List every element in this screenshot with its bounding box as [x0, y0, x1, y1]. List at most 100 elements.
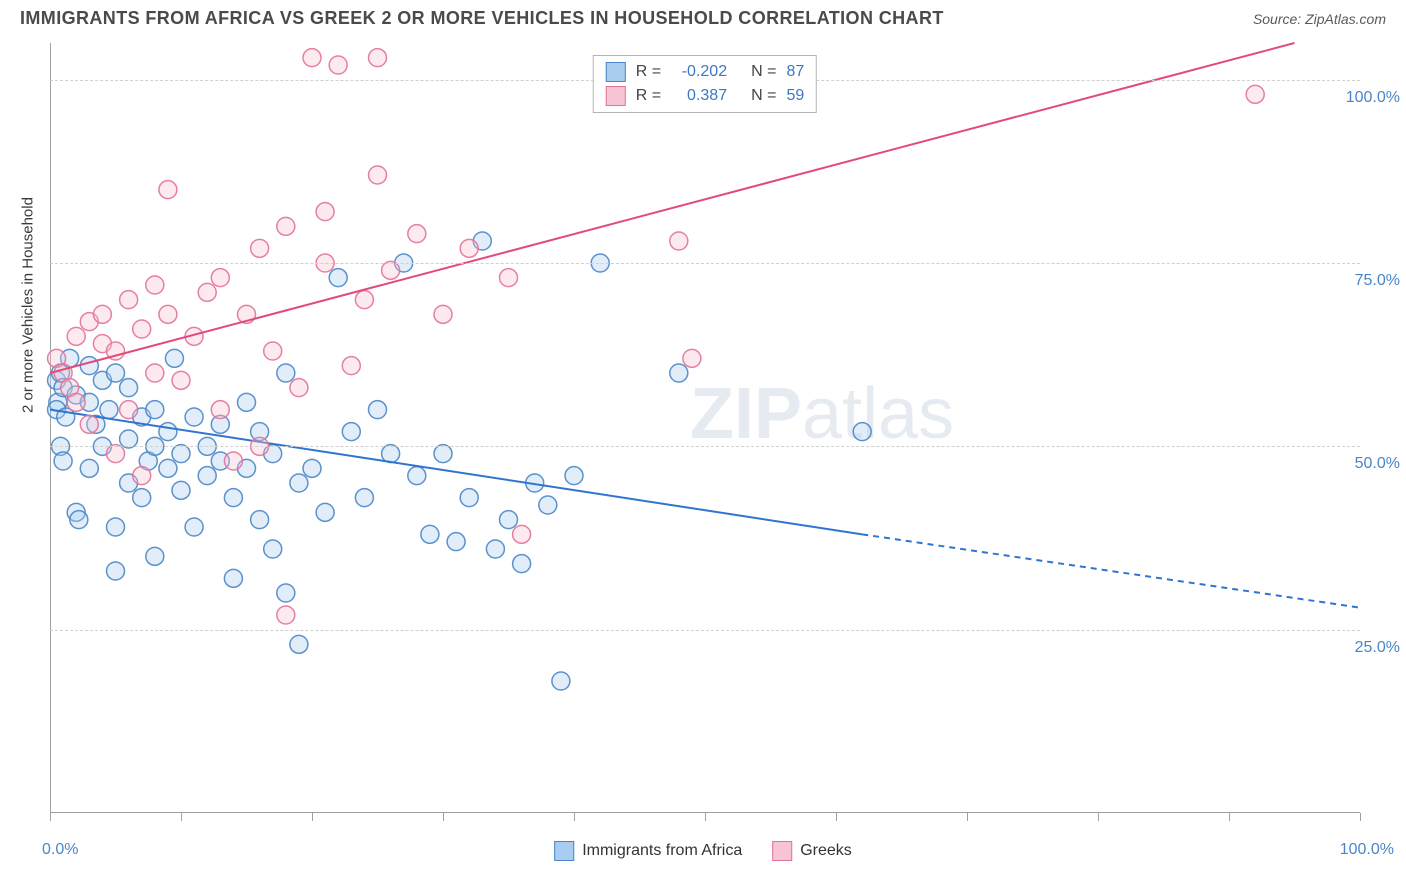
- legend-n-label: N =: [751, 60, 776, 84]
- scatter-point-africa: [486, 540, 504, 558]
- legend-bottom-label: Greeks: [800, 842, 852, 860]
- trendline-dashed-africa: [862, 534, 1360, 607]
- scatter-point-africa: [303, 459, 321, 477]
- scatter-point-greeks: [382, 261, 400, 279]
- scatter-point-greeks: [369, 49, 387, 67]
- scatter-point-africa: [447, 533, 465, 551]
- legend-swatch: [772, 841, 792, 861]
- scatter-point-africa: [107, 562, 125, 580]
- scatter-point-africa: [382, 445, 400, 463]
- scatter-point-greeks: [120, 291, 138, 309]
- scatter-point-greeks: [683, 349, 701, 367]
- scatter-point-africa: [316, 503, 334, 521]
- scatter-point-africa: [146, 401, 164, 419]
- legend-bottom: Immigrants from AfricaGreeks: [554, 841, 852, 861]
- scatter-point-africa: [80, 459, 98, 477]
- scatter-point-africa: [224, 569, 242, 587]
- legend-r-value: 0.387: [671, 84, 727, 108]
- scatter-point-greeks: [93, 305, 111, 323]
- legend-r-label: R =: [636, 60, 661, 84]
- x-tick: [1098, 813, 1099, 821]
- scatter-point-africa: [434, 445, 452, 463]
- scatter-point-africa: [552, 672, 570, 690]
- scatter-point-africa: [460, 489, 478, 507]
- scatter-point-greeks: [670, 232, 688, 250]
- scatter-point-greeks: [133, 320, 151, 338]
- scatter-point-greeks: [369, 166, 387, 184]
- y-tick-label: 75.0%: [1355, 272, 1400, 290]
- plot-area: ZIPatlas R =-0.202N =87R =0.387N =59: [50, 43, 1360, 813]
- scatter-point-africa: [120, 379, 138, 397]
- scatter-point-africa: [146, 547, 164, 565]
- scatter-point-greeks: [133, 467, 151, 485]
- scatter-point-africa: [159, 459, 177, 477]
- scatter-point-greeks: [408, 225, 426, 243]
- scatter-point-greeks: [67, 393, 85, 411]
- gridline-h: [50, 263, 1360, 264]
- x-tick: [50, 813, 51, 821]
- scatter-point-greeks: [329, 56, 347, 74]
- scatter-point-africa: [54, 452, 72, 470]
- scatter-point-africa: [513, 555, 531, 573]
- scatter-point-greeks: [342, 357, 360, 375]
- scatter-point-africa: [408, 467, 426, 485]
- scatter-point-africa: [670, 364, 688, 382]
- legend-swatch: [606, 86, 626, 106]
- scatter-point-africa: [172, 445, 190, 463]
- scatter-point-africa: [165, 349, 183, 367]
- scatter-point-greeks: [460, 239, 478, 257]
- scatter-point-africa: [853, 423, 871, 441]
- scatter-point-greeks: [146, 364, 164, 382]
- scatter-point-greeks: [264, 342, 282, 360]
- scatter-point-greeks: [120, 401, 138, 419]
- scatter-point-greeks: [500, 269, 518, 287]
- scatter-point-africa: [329, 269, 347, 287]
- scatter-point-africa: [120, 430, 138, 448]
- legend-n-label: N =: [751, 84, 776, 108]
- x-tick: [705, 813, 706, 821]
- scatter-point-greeks: [67, 327, 85, 345]
- scatter-point-greeks: [107, 445, 125, 463]
- scatter-point-africa: [251, 511, 269, 529]
- scatter-point-africa: [421, 525, 439, 543]
- scatter-point-greeks: [277, 217, 295, 235]
- legend-swatch: [554, 841, 574, 861]
- scatter-point-greeks: [355, 291, 373, 309]
- legend-n-value: 87: [786, 60, 804, 84]
- scatter-point-greeks: [80, 415, 98, 433]
- x-tick: [836, 813, 837, 821]
- gridline-h: [50, 630, 1360, 631]
- scatter-point-greeks: [211, 269, 229, 287]
- scatter-point-africa: [500, 511, 518, 529]
- y-tick-label: 50.0%: [1355, 455, 1400, 473]
- scatter-point-greeks: [211, 401, 229, 419]
- x-axis-end-label: 100.0%: [1340, 841, 1394, 859]
- scatter-point-africa: [277, 584, 295, 602]
- scatter-point-africa: [565, 467, 583, 485]
- scatter-point-greeks: [224, 452, 242, 470]
- scatter-point-africa: [198, 467, 216, 485]
- legend-top-row: R =0.387N =59: [606, 84, 804, 108]
- x-axis-start-label: 0.0%: [42, 841, 78, 859]
- scatter-point-greeks: [251, 239, 269, 257]
- scatter-point-africa: [342, 423, 360, 441]
- legend-r-label: R =: [636, 84, 661, 108]
- scatter-point-africa: [290, 635, 308, 653]
- scatter-point-africa: [185, 518, 203, 536]
- scatter-point-africa: [355, 489, 373, 507]
- scatter-point-greeks: [303, 49, 321, 67]
- scatter-point-greeks: [434, 305, 452, 323]
- legend-bottom-item: Greeks: [772, 841, 852, 861]
- scatter-point-greeks: [290, 379, 308, 397]
- chart-header: IMMIGRANTS FROM AFRICA VS GREEK 2 OR MOR…: [0, 0, 1406, 33]
- scatter-point-africa: [290, 474, 308, 492]
- scatter-point-africa: [159, 423, 177, 441]
- scatter-point-africa: [369, 401, 387, 419]
- scatter-point-greeks: [159, 305, 177, 323]
- legend-top: R =-0.202N =87R =0.387N =59: [593, 55, 817, 113]
- scatter-point-africa: [264, 540, 282, 558]
- scatter-point-africa: [172, 481, 190, 499]
- y-tick-label: 25.0%: [1355, 639, 1400, 657]
- x-tick: [1360, 813, 1361, 821]
- scatter-point-africa: [80, 357, 98, 375]
